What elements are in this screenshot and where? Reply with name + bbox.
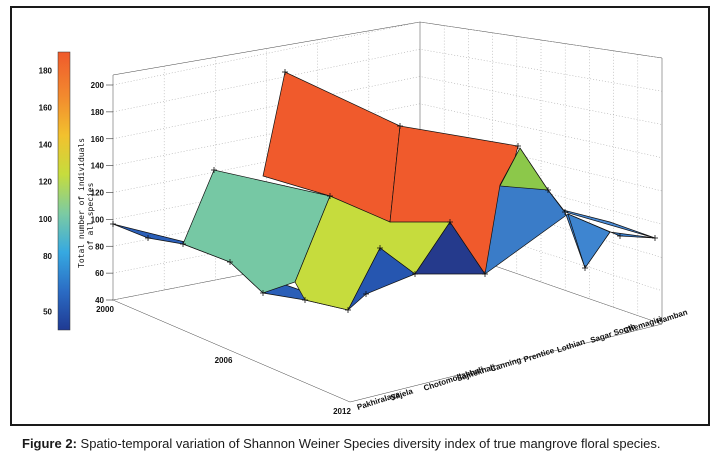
year-tick-label: 2000 [96, 305, 114, 314]
colorbar-tick-label: 120 [39, 178, 53, 187]
surface-vertex [110, 221, 116, 227]
colorbar-ticks: 50 80 100 120 140 160 180 [39, 67, 53, 317]
z-tick-label: 140 [91, 162, 105, 171]
surface-vertices [110, 69, 658, 313]
surface-vertex [482, 271, 488, 277]
colorbar-tick-label: 180 [39, 67, 53, 76]
surface-vertex [260, 290, 266, 296]
z-tick-label: 180 [91, 108, 105, 117]
caption-text: Spatio-temporal variation of Shannon Wei… [76, 436, 661, 451]
surface-vertex [145, 235, 151, 241]
colorbar-tick-label: 80 [43, 252, 52, 261]
grid-line [112, 157, 663, 225]
z-tick-label: 100 [91, 215, 105, 224]
surface-vertex [227, 259, 233, 265]
grid-line [112, 76, 663, 139]
surface-vertex [377, 245, 383, 251]
surface-vertex [545, 187, 551, 193]
surface-vertex [327, 193, 333, 199]
surface-vertex [412, 271, 418, 277]
surface-vertex [282, 69, 288, 75]
z-tick-label: 160 [91, 135, 105, 144]
site-tick-label: Hamban [656, 308, 689, 326]
surface-vertex [345, 307, 351, 313]
figure-caption: Figure 2: Spatio-temporal variation of S… [22, 436, 712, 451]
z-tick-label: 120 [91, 189, 105, 198]
surface-vertex [582, 265, 588, 271]
surface-vertex [652, 235, 658, 241]
site-tick-label: Canning [489, 355, 522, 373]
z-axis-ticks: 40 60 80 100 120 140 160 180 200 [91, 81, 113, 305]
site-tick-label: Prentice [523, 346, 556, 364]
surface-patch [499, 147, 549, 191]
z-tick-label: 40 [95, 296, 104, 305]
site-tick-label: Sajela [389, 386, 414, 402]
caption-label: Figure 2: [22, 436, 77, 451]
colorbar-label-line1: Total number of individuals [77, 138, 86, 268]
surface-patch [547, 189, 656, 239]
surface-vertex [180, 241, 186, 247]
surface-patch [567, 213, 611, 269]
colorbar-tick-label: 160 [39, 104, 53, 113]
site-axis-ticks: PakhiralayaSajelaChotomollakhaliSajnekha… [356, 308, 689, 412]
surface-chart: 40 60 80 100 120 140 160 180 200 2000 2006 2012 Pa… [39, 21, 689, 416]
surface-vertex [211, 167, 217, 173]
colorbar-tick-label: 100 [39, 215, 53, 224]
year-tick-label: 2012 [333, 407, 351, 416]
surface-vertex [447, 219, 453, 225]
colorbar-tick-label: 50 [43, 307, 52, 316]
year-tick-label: 2006 [215, 356, 233, 365]
site-tick-label: Lothian [556, 337, 586, 355]
grid-line [112, 48, 663, 113]
z-tick-label: 200 [91, 81, 105, 90]
surface-vertex [617, 233, 623, 239]
colorbar-tick-label: 140 [39, 141, 53, 150]
colorbar [57, 51, 71, 331]
surface-vertex [515, 143, 521, 149]
surface-patches [112, 71, 656, 311]
surface-vertex [562, 209, 568, 215]
surface-vertex [363, 291, 369, 297]
colorbar-label-line2: of all species [86, 182, 95, 250]
grid-line [112, 21, 663, 86]
surface-vertex [302, 297, 308, 303]
surface-vertex [397, 123, 403, 129]
z-tick-label: 80 [95, 242, 104, 251]
z-tick-label: 60 [95, 269, 104, 278]
year-axis-ticks: 2000 2006 2012 [96, 305, 351, 416]
